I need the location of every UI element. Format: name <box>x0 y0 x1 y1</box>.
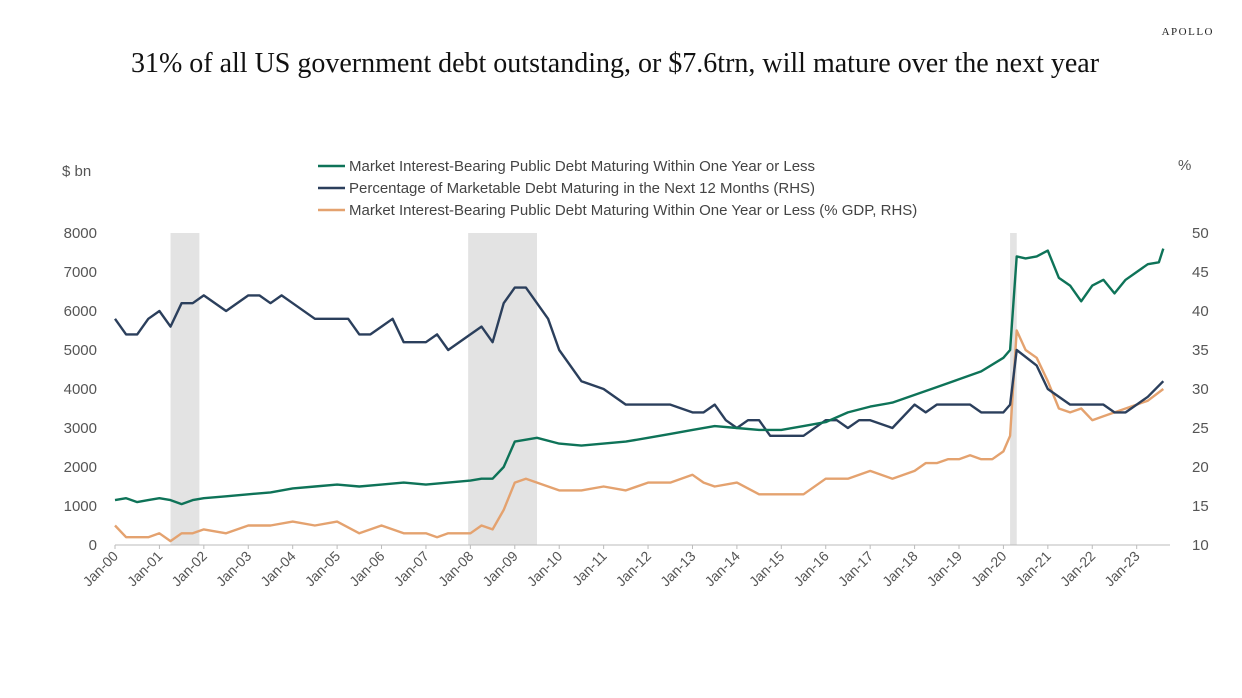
recession-band-1 <box>468 233 537 545</box>
x-tick-label-23: Jan-23 <box>1101 548 1143 590</box>
recession-bands <box>170 233 1017 545</box>
x-tick-label-10: Jan-10 <box>524 548 566 590</box>
legend-label-2: Market Interest-Bearing Public Debt Matu… <box>349 202 917 219</box>
series-lines <box>114 248 1165 543</box>
legend-label-0: Market Interest-Bearing Public Debt Matu… <box>349 158 815 175</box>
left-tick-label-1: 1000 <box>64 498 97 515</box>
x-tick-label-8: Jan-08 <box>435 548 477 590</box>
x-tick-label-11: Jan-11 <box>569 548 610 589</box>
x-tick-label-1: Jan-01 <box>124 548 166 590</box>
right-tick-label-6: 40 <box>1192 303 1209 320</box>
x-tick-label-12: Jan-12 <box>613 548 655 590</box>
x-tick-label-4: Jan-04 <box>257 548 299 590</box>
x-tick-label-21: Jan-21 <box>1012 548 1054 590</box>
x-tick-label-20: Jan-20 <box>968 548 1010 590</box>
x-tick-label-13: Jan-13 <box>657 548 699 590</box>
left-tick-label-6: 6000 <box>64 303 97 320</box>
left-tick-label-2: 2000 <box>64 459 97 476</box>
right-tick-label-1: 15 <box>1192 498 1209 515</box>
x-tick-label-5: Jan-05 <box>302 548 344 590</box>
left-tick-label-4: 4000 <box>64 381 97 398</box>
x-tick-label-16: Jan-16 <box>790 548 832 590</box>
left-tick-label-3: 3000 <box>64 420 97 437</box>
left-tick-label-7: 7000 <box>64 264 97 281</box>
right-tick-label-5: 35 <box>1192 342 1209 359</box>
right-tick-label-7: 45 <box>1192 264 1209 281</box>
x-tick-label-0: Jan-00 <box>80 548 122 590</box>
series-line-1 <box>114 286 1165 437</box>
recession-band-0 <box>170 233 200 545</box>
left-tick-label-5: 5000 <box>64 342 97 359</box>
x-tick-label-22: Jan-22 <box>1057 548 1099 590</box>
x-tick-label-19: Jan-19 <box>924 548 966 590</box>
x-tick-label-6: Jan-06 <box>346 548 388 590</box>
x-tick-label-17: Jan-17 <box>835 548 877 590</box>
right-tick-label-0: 10 <box>1192 537 1209 554</box>
x-tick-label-14: Jan-14 <box>701 548 743 590</box>
series-line-0 <box>114 248 1165 506</box>
x-tick-label-18: Jan-18 <box>879 548 921 590</box>
x-tick-label-7: Jan-07 <box>390 548 432 590</box>
left-axis-label: $ bn <box>62 163 91 180</box>
right-axis-label: % <box>1178 157 1191 174</box>
right-tick-label-4: 30 <box>1192 381 1209 398</box>
series-line-2 <box>114 329 1165 543</box>
x-tick-label-3: Jan-03 <box>213 548 255 590</box>
chart-axes: 0 1000 2000 3000 4000 5000 6000 7000 8000 10 15 20 2… <box>62 157 1209 589</box>
left-tick-label-8: 8000 <box>64 225 97 242</box>
left-tick-label-0: 0 <box>89 537 97 554</box>
chart-title: 31% of all US government debt outstandin… <box>130 48 1100 79</box>
legend-label-1: Percentage of Marketable Debt Maturing i… <box>349 180 815 197</box>
x-tick-label-2: Jan-02 <box>168 548 210 590</box>
right-tick-label-3: 25 <box>1192 420 1209 437</box>
chart-legend: Market Interest-Bearing Public Debt Matu… <box>318 158 917 219</box>
brand-logo: APOLLO <box>1161 26 1214 38</box>
right-tick-label-8: 50 <box>1192 225 1209 242</box>
right-tick-label-2: 20 <box>1192 459 1209 476</box>
x-tick-label-15: Jan-15 <box>746 548 788 590</box>
x-tick-label-9: Jan-09 <box>479 548 521 590</box>
